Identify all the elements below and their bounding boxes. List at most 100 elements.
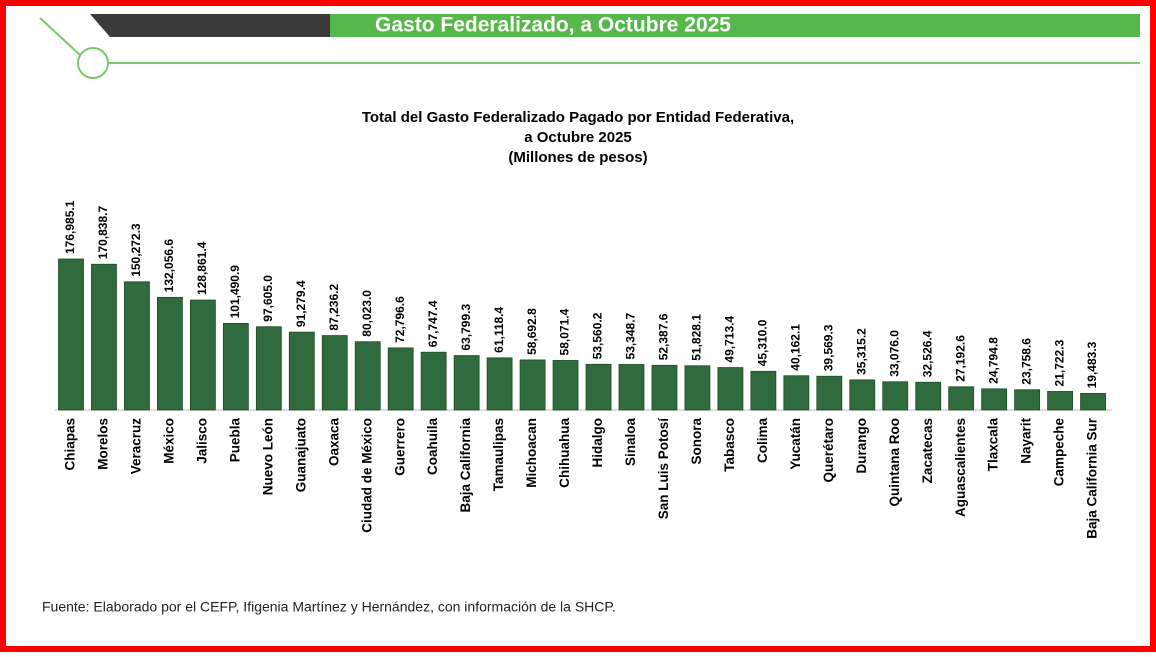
value-label: 24,794.8	[986, 337, 1000, 384]
bar	[783, 375, 810, 411]
x-tick-label: Ciudad de México	[359, 418, 374, 533]
x-tick-label: Zacatecas	[920, 418, 935, 483]
value-label: 49,713.4	[723, 316, 737, 363]
value-label: 39,569.3	[821, 324, 835, 371]
bar	[981, 388, 1008, 411]
x-tick-label: Guanajuato	[293, 418, 308, 492]
value-label: 53,348.7	[624, 312, 638, 359]
bar	[585, 363, 612, 411]
x-tick-label: Hidalgo	[590, 418, 605, 468]
bar	[816, 375, 843, 411]
x-tick-label: Sinaloa	[623, 418, 638, 467]
bar	[453, 355, 480, 411]
x-tick-label: Tabasco	[722, 418, 737, 472]
header-band-green	[330, 14, 1140, 37]
source-note: Fuente: Elaborado por el CEFP, Ifigenia …	[42, 599, 616, 615]
value-label: 58,692.8	[525, 308, 539, 355]
bar	[882, 381, 909, 411]
x-tick-label: Michoacan	[524, 418, 539, 488]
bar	[948, 386, 975, 411]
value-label: 58,071.4	[558, 308, 572, 355]
value-label: 52,387.6	[657, 313, 671, 360]
value-label: 91,279.4	[294, 280, 308, 327]
bar	[1014, 389, 1041, 411]
value-label: 33,076.0	[887, 330, 901, 377]
value-label: 23,758.6	[1019, 338, 1033, 385]
x-tick-label: Baja California	[458, 418, 473, 513]
x-tick-label: Campeche	[1052, 418, 1067, 487]
x-tick-label: Yucatán	[788, 418, 803, 470]
value-label: 97,605.0	[261, 275, 275, 322]
bar	[717, 367, 744, 411]
value-label: 27,192.6	[953, 335, 967, 382]
value-label: 45,310.0	[756, 319, 770, 366]
bar	[58, 258, 84, 411]
x-tick-label: Aguascalientes	[953, 418, 968, 517]
value-label: 132,056.6	[162, 239, 176, 293]
value-label: 61,118.4	[492, 306, 506, 352]
bar	[618, 364, 645, 411]
value-label: 51,828.1	[690, 314, 704, 361]
x-tick-label: Veracruz	[129, 418, 144, 475]
x-tick-label: Colima	[755, 418, 770, 464]
x-tick-label: Jalisco	[194, 418, 209, 464]
value-label: 170,838.7	[96, 206, 110, 260]
x-tick-label: Nayarit	[1019, 418, 1034, 464]
x-tick-label: Quintana Roo	[887, 418, 902, 507]
value-label: 87,236.2	[327, 284, 341, 331]
value-label: 176,985.1	[63, 200, 77, 254]
bar	[684, 365, 711, 411]
value-label: 32,526.4	[920, 330, 934, 377]
value-label: 21,722.3	[1052, 339, 1066, 386]
x-tick-label: Querétaro	[821, 418, 836, 483]
bar	[651, 364, 678, 411]
value-label: 150,272.3	[129, 223, 143, 277]
bar	[915, 381, 942, 411]
value-label: 67,747.4	[426, 300, 440, 347]
x-tick-label: Sonora	[689, 418, 704, 465]
bar	[420, 351, 447, 411]
bar	[1047, 391, 1073, 411]
bar	[255, 326, 282, 411]
header-title: Gasto Federalizado, a Octubre 2025	[375, 14, 731, 37]
bar	[387, 347, 414, 411]
value-label: 128,861.4	[195, 241, 209, 295]
x-tick-label: Guerrero	[392, 418, 407, 476]
x-tick-label: Chiapas	[63, 418, 78, 471]
chart-title: a Octubre 2025	[524, 129, 632, 146]
x-tick-label: Tamaulipas	[491, 418, 506, 491]
bar	[91, 263, 117, 411]
value-label: 101,490.9	[228, 265, 242, 319]
value-label: 63,799.3	[459, 304, 473, 351]
bar	[321, 335, 348, 411]
x-tick-label: Morelos	[96, 418, 111, 470]
x-tick-label: Oaxaca	[326, 418, 341, 467]
x-tick-label: Chihuahua	[557, 418, 572, 488]
bar	[157, 296, 183, 411]
x-tick-label: Durango	[854, 418, 869, 474]
header-line	[39, 17, 81, 56]
value-label: 40,162.1	[789, 324, 803, 371]
header-circle	[77, 47, 109, 79]
x-tick-label: Coahuila	[425, 418, 440, 475]
value-label: 19,483.3	[1085, 341, 1099, 388]
x-tick-label: Nuevo León	[260, 418, 275, 495]
chart-title: Total del Gasto Federalizado Pagado por …	[362, 109, 794, 126]
bar	[189, 299, 216, 411]
bar	[486, 357, 513, 411]
chart-title: (Millones de pesos)	[508, 149, 647, 166]
x-tick-label: Tlaxcala	[986, 418, 1001, 472]
x-tick-label: México	[161, 418, 176, 464]
value-label: 35,315.2	[854, 328, 868, 375]
value-label: 72,796.6	[393, 296, 407, 343]
value-label: 80,023.0	[360, 290, 374, 337]
x-tick-label: Baja California Sur	[1085, 417, 1100, 539]
bar	[222, 323, 249, 411]
value-label: 53,560.2	[591, 312, 605, 359]
bar	[750, 370, 777, 411]
bar	[849, 379, 876, 411]
bar	[124, 281, 150, 411]
bar	[1080, 392, 1106, 411]
